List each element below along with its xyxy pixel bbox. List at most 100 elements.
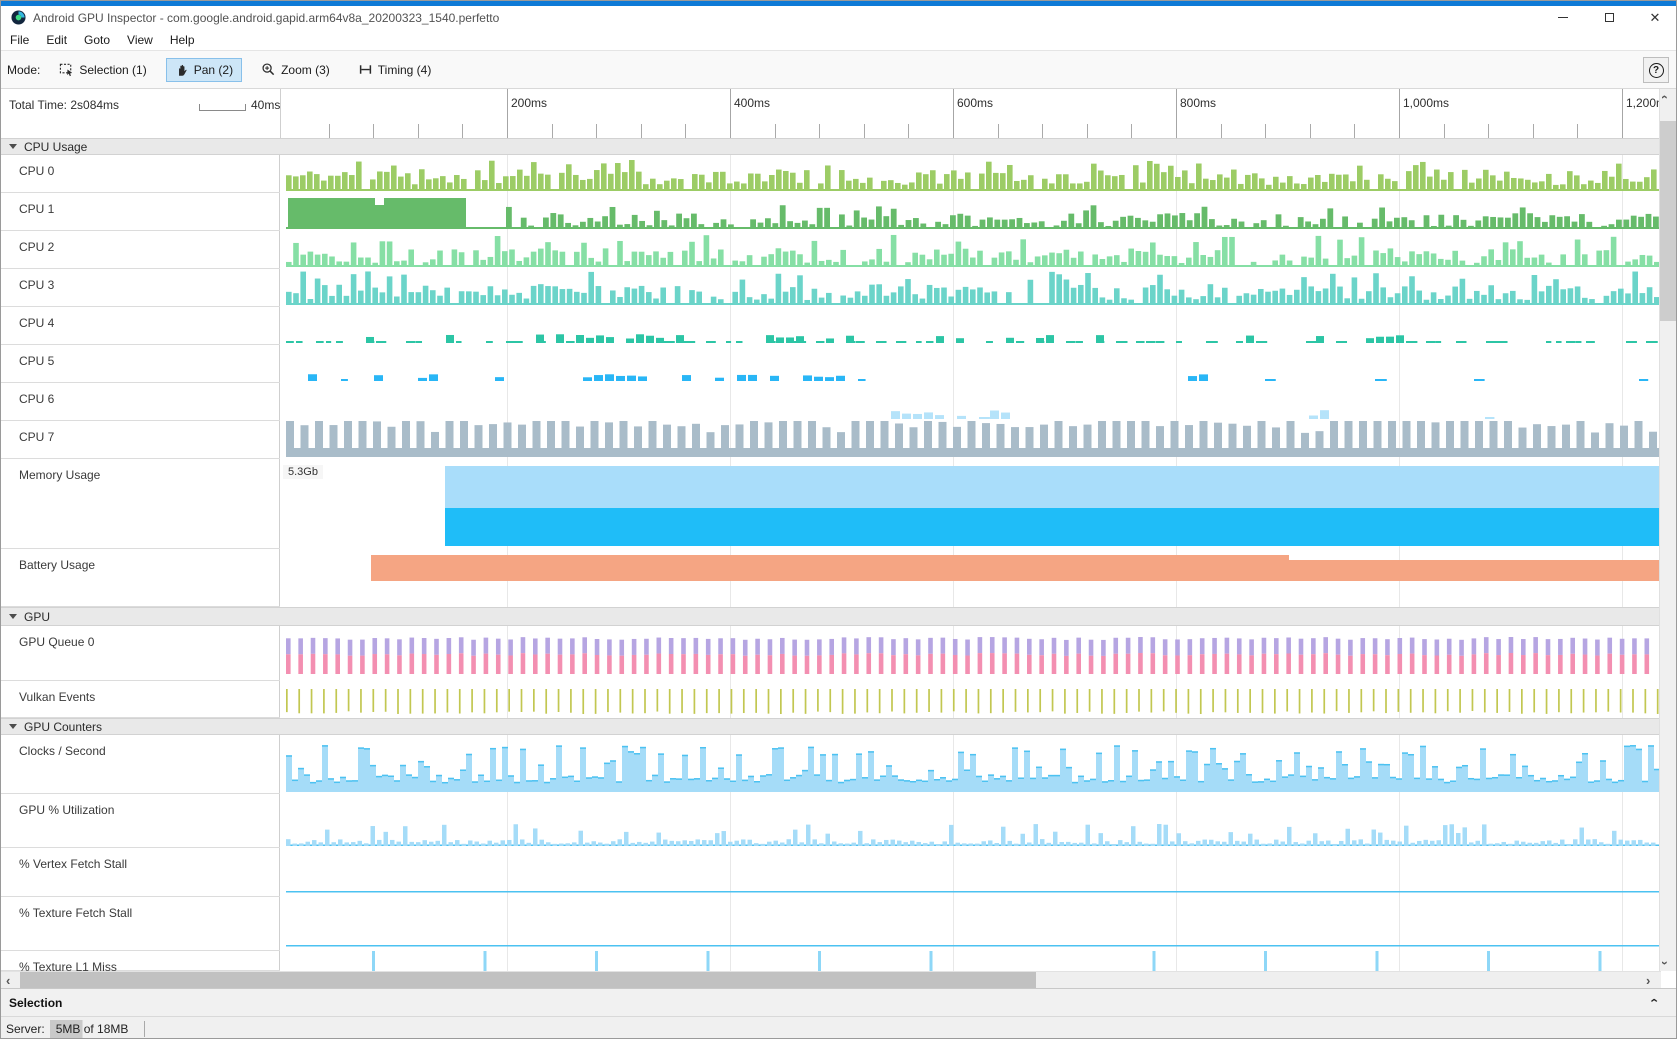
track-label: CPU 5 — [19, 354, 55, 368]
track-plot-memory-usage[interactable]: 5.3Gb — [280, 459, 1661, 549]
track-label: Vulkan Events — [19, 690, 96, 704]
menu-file[interactable]: File — [10, 32, 30, 47]
section-label: GPU Counters — [24, 719, 103, 734]
section-header-cpu-usage[interactable]: CPU Usage — [1, 138, 1676, 155]
track-label: % Texture L1 Miss — [19, 960, 117, 971]
vertical-scrollbar-thumb[interactable] — [1660, 121, 1676, 321]
pan-mode-button[interactable]: Pan (2) — [165, 57, 243, 82]
track-row-vulkan-events[interactable]: Vulkan Events — [1, 681, 1676, 718]
ruler-minor-tick — [1220, 124, 1222, 138]
ruler-minor-tick — [1443, 124, 1445, 138]
section-header-gpu-counters[interactable]: GPU Counters — [1, 718, 1676, 735]
track-row-cpu-7[interactable]: CPU 7 — [1, 421, 1676, 459]
track-row-cpu-2[interactable]: CPU 2 — [1, 231, 1676, 269]
zoom-mode-button[interactable]: Zoom (3) — [252, 57, 339, 82]
section-label: GPU — [24, 609, 51, 624]
scroll-left-icon[interactable]: ‹ — [6, 973, 11, 988]
track-label-column: Clocks / Second — [1, 735, 280, 793]
track-plot-vertex-fetch-stall[interactable] — [280, 848, 1661, 897]
track-label-column: % Vertex Fetch Stall — [1, 848, 280, 896]
track-plot-cpu-0[interactable] — [280, 155, 1661, 193]
track-plot-battery-usage[interactable] — [280, 549, 1661, 607]
track-plot-cpu-6[interactable] — [280, 383, 1661, 421]
ruler-minor-tick — [774, 124, 776, 138]
track-row-cpu-5[interactable]: CPU 5 — [1, 345, 1676, 383]
cpu-6-chart — [507, 383, 1623, 421]
help-button[interactable]: ? — [1643, 57, 1669, 83]
cpu-4-chart — [286, 307, 1658, 345]
toolbar: Mode: Selection (1) Pan (2) Zoom (3) — [1, 51, 1676, 89]
track-label-column: % Texture L1 Miss — [1, 951, 280, 971]
track-row-gpu-utilization[interactable]: GPU % Utilization — [1, 794, 1676, 848]
track-row-battery-usage[interactable]: Battery Usage — [1, 549, 1676, 607]
track-label-column: CPU 6 — [1, 383, 280, 420]
horizontal-scrollbar-thumb[interactable] — [20, 972, 1036, 989]
selection-panel-header[interactable]: Selection ⌃ — [1, 988, 1676, 1017]
help-icon: ? — [1648, 62, 1664, 78]
mode-label: Mode: — [7, 62, 41, 77]
menu-view[interactable]: View — [127, 32, 153, 47]
track-label-column: CPU 7 — [1, 421, 280, 458]
track-plot-texture-l1-miss[interactable] — [280, 951, 1661, 971]
cpu-1-chart — [286, 193, 1661, 231]
track-plot-cpu-7[interactable] — [280, 421, 1661, 459]
track-row-texture-fetch-stall[interactable]: % Texture Fetch Stall — [1, 897, 1676, 951]
timeline-ruler[interactable]: Total Time: 2s084ms 40ms 200ms 400ms 600ms… — [1, 89, 1676, 138]
track-area[interactable]: CPU Usage CPU 0 CPU 1 CPU 2 CPU 3 CPU 4 CPU 5 C… — [1, 138, 1676, 971]
track-plot-cpu-1[interactable] — [280, 193, 1661, 231]
cpu-2-chart — [286, 231, 1661, 269]
track-plot-cpu-5[interactable] — [280, 345, 1661, 383]
track-row-memory-usage[interactable]: Memory Usage 5.3Gb — [1, 459, 1676, 549]
track-plot-texture-fetch-stall[interactable] — [280, 897, 1661, 951]
memory-usage-chart — [445, 459, 1661, 549]
server-label: Server: — [6, 1021, 45, 1036]
track-plot-clocks-second[interactable] — [280, 735, 1661, 794]
ruler-gridline — [1176, 89, 1177, 138]
scroll-up-icon[interactable]: ‹ — [1658, 95, 1672, 99]
close-button[interactable]: ✕ — [1632, 6, 1676, 29]
collapse-section-icon[interactable] — [9, 614, 17, 619]
clocks-second-chart — [286, 735, 1660, 794]
collapse-section-icon[interactable] — [9, 724, 17, 729]
window-title: Android GPU Inspector - com.google.andro… — [33, 10, 500, 25]
ruler-minor-tick — [328, 124, 330, 138]
track-plot-cpu-2[interactable] — [280, 231, 1661, 269]
track-plot-vulkan-events[interactable] — [280, 681, 1661, 718]
track-plot-gpu-utilization[interactable] — [280, 794, 1661, 848]
scroll-right-icon[interactable]: › — [1646, 973, 1651, 988]
track-plot-cpu-4[interactable] — [280, 307, 1661, 345]
timing-mode-button[interactable]: Timing (4) — [349, 57, 441, 82]
track-row-cpu-6[interactable]: CPU 6 — [1, 383, 1676, 421]
ruler-minor-tick — [640, 124, 642, 138]
track-label-column: CPU 5 — [1, 345, 280, 382]
track-row-cpu-4[interactable]: CPU 4 — [1, 307, 1676, 345]
track-label-column: % Texture Fetch Stall — [1, 897, 280, 950]
minimize-icon — [1558, 17, 1568, 18]
track-row-clocks-second[interactable]: Clocks / Second — [1, 735, 1676, 794]
track-row-vertex-fetch-stall[interactable]: % Vertex Fetch Stall — [1, 848, 1676, 897]
track-plot-gpu-queue-0[interactable] — [280, 626, 1661, 681]
collapse-section-icon[interactable] — [9, 144, 17, 149]
maximize-button[interactable] — [1586, 6, 1632, 29]
track-row-texture-l1-miss[interactable]: % Texture L1 Miss — [1, 951, 1676, 971]
track-plot-cpu-3[interactable] — [280, 269, 1661, 307]
pan-mode-label: Pan (2) — [193, 62, 234, 77]
horizontal-scrollbar[interactable]: ‹ › — [1, 971, 1661, 989]
ruler-minor-tick — [1354, 124, 1356, 138]
track-row-gpu-queue-0[interactable]: GPU Queue 0 — [1, 626, 1676, 681]
vertical-scrollbar[interactable]: ‹ › — [1658, 89, 1676, 971]
selection-mode-button[interactable]: Selection (1) — [50, 57, 155, 82]
minimize-button[interactable] — [1540, 6, 1586, 29]
scroll-down-icon[interactable]: › — [1658, 961, 1672, 965]
section-header-gpu[interactable]: GPU — [1, 607, 1676, 626]
selection-icon — [60, 63, 73, 77]
track-row-cpu-0[interactable]: CPU 0 — [1, 155, 1676, 193]
menu-help[interactable]: Help — [169, 32, 195, 47]
track-label-column: CPU 3 — [1, 269, 280, 306]
ruler-minor-tick — [908, 124, 910, 138]
menu-edit[interactable]: Edit — [46, 32, 68, 47]
track-row-cpu-1[interactable]: CPU 1 — [1, 193, 1676, 231]
menu-goto[interactable]: Goto — [84, 32, 111, 47]
collapse-panel-icon[interactable]: ⌃ — [1648, 996, 1660, 1010]
track-row-cpu-3[interactable]: CPU 3 — [1, 269, 1676, 307]
